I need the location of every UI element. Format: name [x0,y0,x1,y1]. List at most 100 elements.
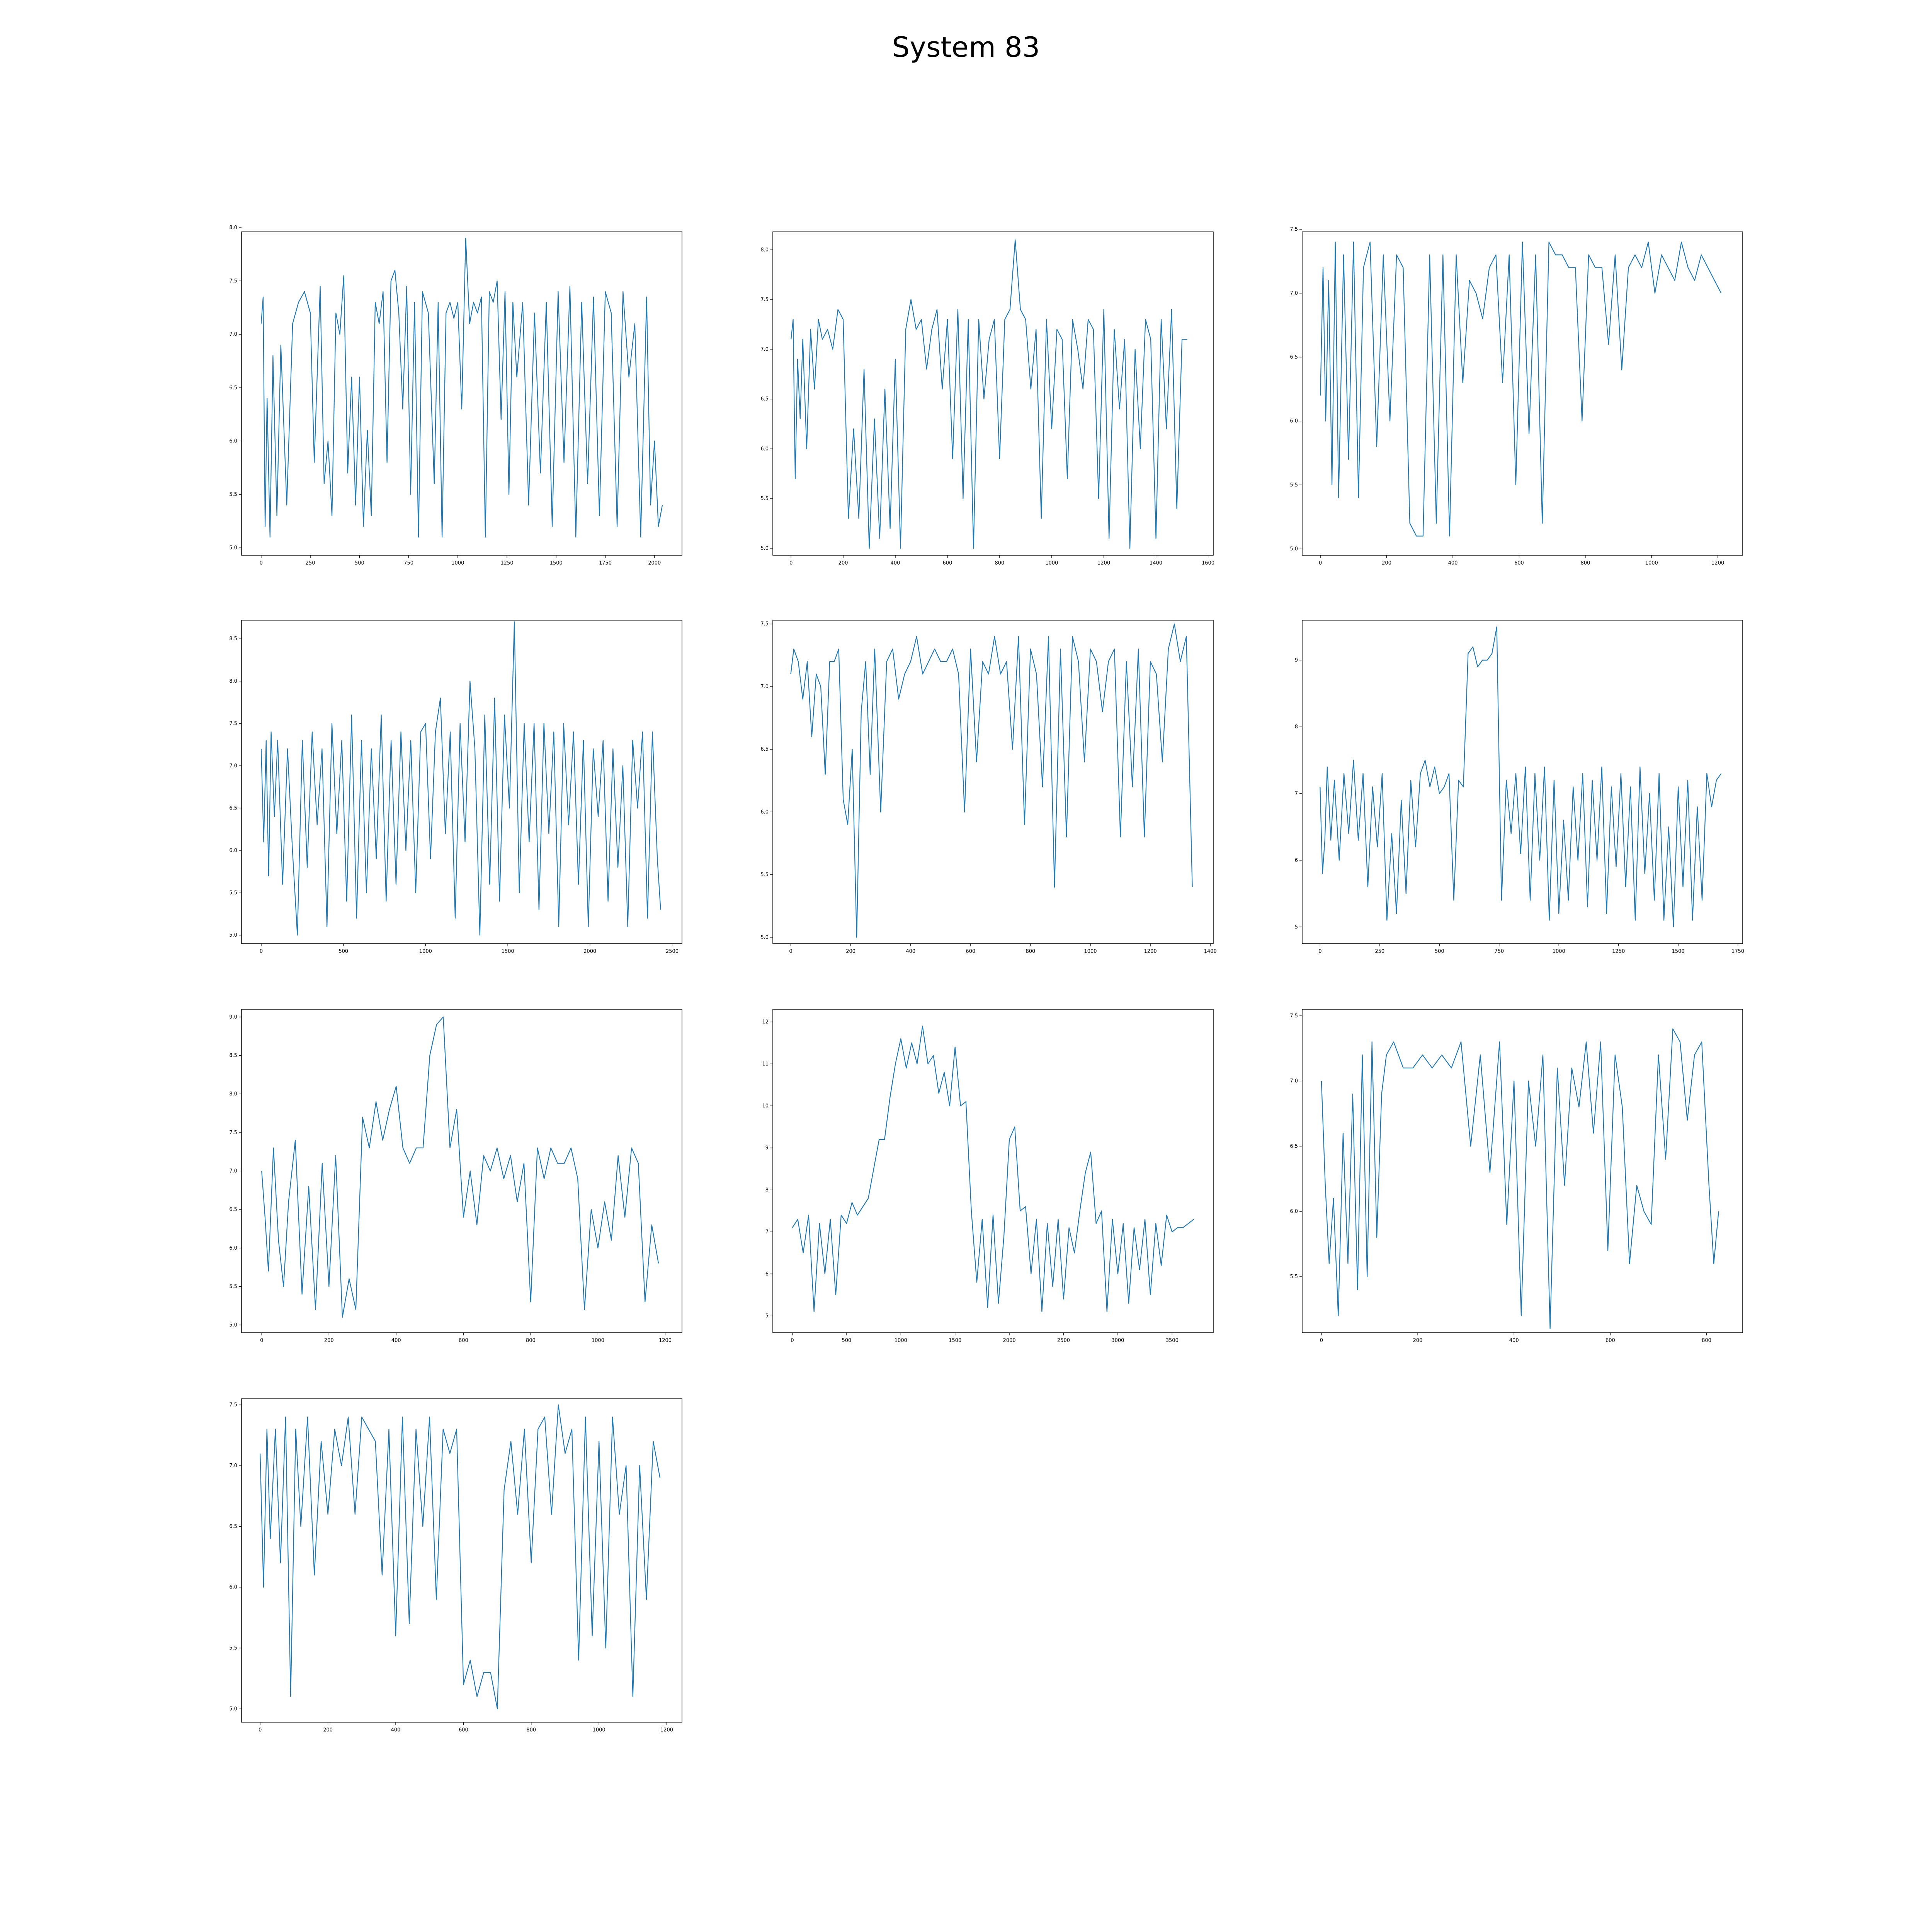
y-tick-label: 5 [1295,924,1298,930]
y-tick-label: 9.0 [229,1014,237,1020]
x-tick-label: 600 [943,560,952,566]
x-tick-label: 200 [838,560,848,566]
x-tick-label: 1200 [659,1338,672,1344]
axes-frame-10 [241,1398,682,1723]
y-tick-label: 6.0 [229,438,237,444]
y-tick-label: 5.5 [229,492,237,498]
y-tick-label: 6.0 [229,848,237,854]
x-tick-label: 1750 [599,560,612,566]
x-tick-label: 1000 [1645,560,1658,566]
axes-frame-8 [772,1009,1214,1333]
y-tick-label: 6.5 [1290,1143,1298,1149]
x-tick-label: 1000 [593,1727,605,1733]
x-tick-label: 200 [1413,1338,1423,1344]
y-tick-label: 6.0 [229,1585,237,1590]
y-tick-label: 11 [762,1061,769,1067]
y-tick-label: 7.5 [760,297,769,303]
x-tick-label: 600 [1605,1338,1615,1344]
x-tick-label: 1000 [895,1338,907,1344]
x-tick-label: 750 [1494,949,1504,954]
y-tick-label: 5.0 [229,545,237,551]
x-tick-label: 400 [1509,1338,1519,1344]
y-tick-label: 8.0 [760,247,769,253]
axes-frame-3 [1302,231,1743,556]
y-tick-label: 7.5 [760,621,769,627]
x-tick-label: 1000 [419,949,432,954]
y-tick-label: 5.5 [229,1284,237,1289]
y-tick-label: 6.5 [1290,354,1298,360]
y-tick-label: 8.5 [229,636,237,642]
x-tick-label: 1200 [1097,560,1110,566]
y-tick-label: 6.5 [229,385,237,391]
y-tick-label: 7.5 [229,1130,237,1136]
x-tick-label: 3000 [1111,1338,1124,1344]
y-tick-label: 7.0 [1290,1078,1298,1084]
axes-frame-1 [241,231,682,556]
subplot-10: 0 200 400 600 800 1000 1200 5.0 5.5 6.0 6.5 7.0 7.5 [229,1398,682,1733]
y-tick-label: 5.5 [760,496,769,502]
y-tick-label: 7.5 [1290,1013,1298,1019]
x-tick-label: 250 [306,560,315,566]
x-tick-label: 400 [391,1727,401,1733]
y-tick-label: 7.5 [229,721,237,726]
x-tick-label: 2000 [1003,1338,1016,1344]
y-tick-label: 7.5 [229,278,237,284]
x-tick-label: 0 [260,1338,263,1344]
y-tick-label: 6.5 [229,1207,237,1213]
x-tick-label: 1000 [1553,949,1565,954]
y-tick-label: 6.0 [760,446,769,452]
y-tick-label: 5.5 [760,872,769,878]
x-tick-label: 0 [1319,560,1322,566]
x-tick-label: 1000 [1045,560,1058,566]
x-tick-label: 1200 [1144,949,1157,954]
series-line-2-1 [791,239,1187,549]
x-tick-label: 0 [1318,949,1321,954]
subplot-9: 0 200 400 600 800 5.5 6.0 6.5 7.0 7.5 [1290,1009,1743,1344]
y-tick-label: 5.0 [1290,546,1298,552]
x-tick-label: 200 [323,1727,333,1733]
x-tick-label: 250 [1375,949,1384,954]
y-tick-label: 7.0 [760,347,769,352]
y-tick-label: 5.5 [1290,482,1298,488]
subplot-7: 0 200 400 600 800 1000 1200 5.0 5.5 6.0 6.5 7.0 7.5 8… [229,1009,682,1344]
y-tick-label: 7.0 [229,1463,237,1469]
y-tick-label: 5 [765,1313,769,1319]
x-tick-label: 400 [906,949,915,954]
x-tick-label: 0 [789,949,792,954]
x-tick-label: 0 [789,560,793,566]
y-tick-label: 9 [1295,658,1298,663]
subplot-1: 0 250 500 750 1000 1250 1500 1750 2000 5.0 5.5 6.0 6… [229,225,682,566]
subplot-3: 0 200 400 600 800 1000 1200 5.0 5.5 6.0 6.5 7.0 7.5 [1290,226,1743,566]
x-tick-label: 600 [459,1727,468,1733]
x-tick-label: 1200 [660,1727,673,1733]
x-tick-label: 1500 [949,1338,961,1344]
x-tick-label: 1600 [1202,560,1214,566]
series-line-6-1 [1320,626,1722,927]
x-tick-label: 0 [260,560,263,566]
y-tick-label: 7.5 [1290,226,1298,232]
series-line-5-1 [790,623,1193,938]
x-tick-label: 500 [842,1338,852,1344]
y-tick-label: 7 [765,1229,769,1235]
y-tick-label: 12 [762,1019,769,1025]
axes-frame-9 [1302,1009,1743,1333]
x-tick-label: 1500 [1672,949,1685,954]
x-tick-label: 1250 [501,560,514,566]
axes-frame-6 [1302,620,1743,944]
x-tick-label: 1500 [502,949,514,954]
x-tick-label: 400 [891,560,900,566]
y-tick-label: 5.0 [229,1322,237,1328]
x-tick-label: 0 [259,1727,262,1733]
y-tick-label: 7.0 [760,684,769,690]
x-tick-label: 800 [1026,949,1036,954]
y-tick-label: 9 [765,1145,769,1151]
x-tick-label: 1400 [1150,560,1162,566]
y-tick-label: 8 [1295,724,1298,730]
series-line-7-1 [261,1016,659,1318]
subplot-4: 0 500 1000 1500 2000 2500 5.0 5.5 6.0 6.5 7.0 7.5 8.… [229,620,682,954]
y-tick-label: 6 [765,1271,769,1277]
y-tick-label: 6.5 [760,396,769,402]
x-tick-label: 1000 [1084,949,1097,954]
subplot-8: 0 500 1000 1500 2000 2500 3000 3500 5 6 7 8 9 10 11 12 [762,1009,1214,1344]
y-tick-label: 5.0 [760,935,769,940]
